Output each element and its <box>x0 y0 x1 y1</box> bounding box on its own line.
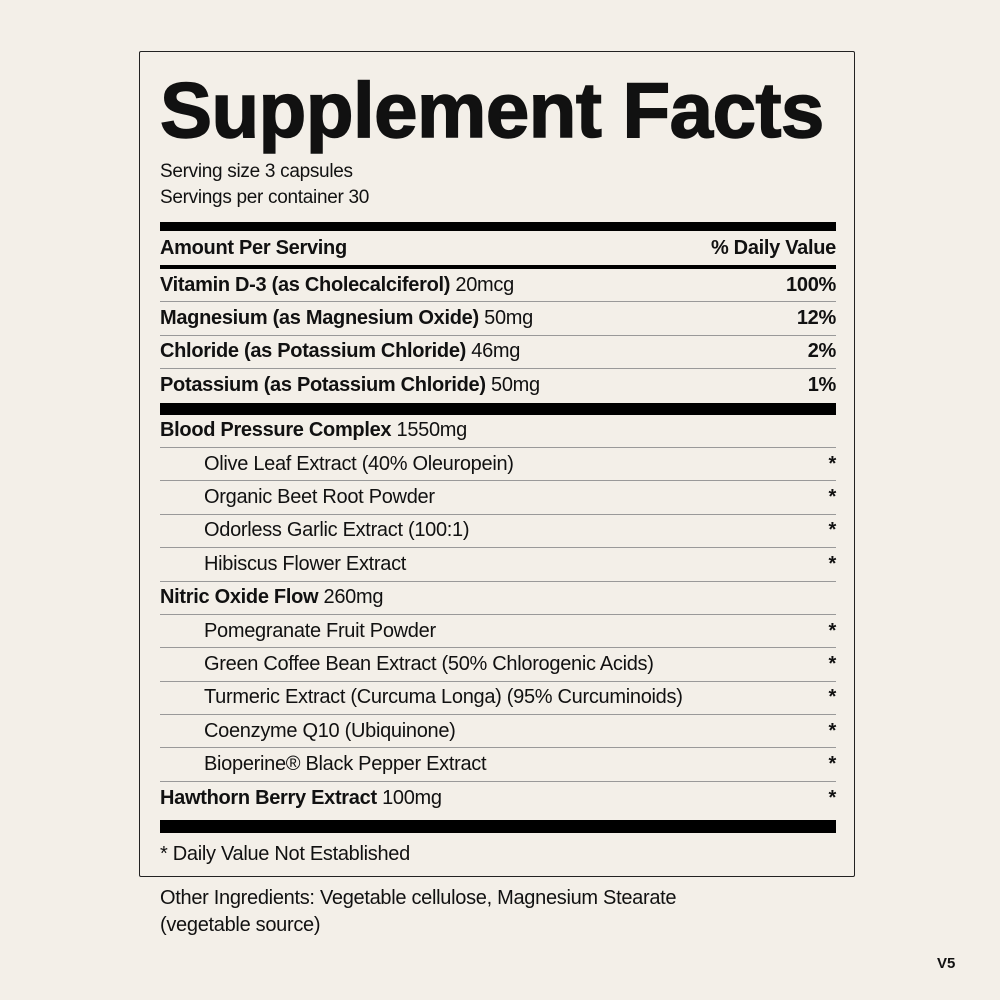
thick-divider <box>160 820 836 834</box>
blend-ingredient-row: Organic Beet Root Powder * <box>160 481 837 515</box>
daily-value-asterisk: * <box>828 519 837 542</box>
ingredient-name: Green Coffee Bean Extract (50% Chlorogen… <box>204 652 654 675</box>
version-label: V5 <box>937 955 956 972</box>
nutrient-row: Magnesium (as Magnesium Oxide) 50mg 12% <box>160 302 836 336</box>
other-ingredients-line: (vegetable source) <box>160 914 321 936</box>
serving-info: Serving size 3 capsules Servings per con… <box>160 159 836 211</box>
panel-title: Supplement Facts <box>159 66 825 154</box>
blend-amount: 1550mg <box>396 419 468 442</box>
nutrient-name: Chloride (as Potassium Chloride) <box>160 340 467 363</box>
daily-value-percent: 1% <box>807 374 837 397</box>
nutrient-row: Potassium (as Potassium Chloride) 50mg 1… <box>160 369 836 402</box>
blend-row: Nitric Oxide Flow 260mg <box>160 582 836 615</box>
ingredient-name: Hawthorn Berry Extract <box>160 787 377 810</box>
daily-value-asterisk: * <box>828 486 837 509</box>
ingredient-name: Olive Leaf Extract (40% Oleuropein) <box>204 452 514 475</box>
nutrient-amount: 46mg <box>471 340 521 363</box>
ingredient-row: Hawthorn Berry Extract 100mg * <box>160 782 836 815</box>
header-row: Amount Per Serving % Daily Value <box>160 231 836 269</box>
nutrient-name: Magnesium (as Magnesium Oxide) <box>160 307 479 330</box>
daily-value-asterisk: * <box>828 686 837 709</box>
ingredient-name: Turmeric Extract (Curcuma Longa) (95% Cu… <box>204 686 683 709</box>
blend-name: Nitric Oxide Flow <box>160 586 319 609</box>
amount-per-serving-label: Amount Per Serving <box>160 236 347 259</box>
nutrient-amount: 50mg <box>491 374 540 397</box>
blend-ingredient-row: Turmeric Extract (Curcuma Longa) (95% Cu… <box>160 682 837 716</box>
daily-value-asterisk: * <box>828 619 837 642</box>
blend-ingredient-row: Odorless Garlic Extract (100:1) * <box>160 515 837 549</box>
thick-divider <box>160 402 836 415</box>
blend-ingredient-row: Bioperine® Black Pepper Extract * <box>160 748 837 782</box>
supplement-facts-panel: Supplement Facts Serving size 3 capsules… <box>139 51 855 877</box>
serving-size: Serving size 3 capsules <box>160 161 353 182</box>
daily-value-percent: 100% <box>786 273 836 296</box>
thick-divider <box>160 222 836 231</box>
footnote: * Daily Value Not Established <box>160 843 410 866</box>
ingredient-name: Bioperine® Black Pepper Extract <box>204 753 487 776</box>
daily-value-asterisk: * <box>828 652 837 675</box>
daily-value-asterisk: * <box>828 719 837 742</box>
daily-value-percent: 2% <box>807 340 837 363</box>
ingredient-name: Pomegranate Fruit Powder <box>204 619 436 642</box>
ingredient-amount: 100mg <box>382 787 442 810</box>
nutrient-amount: 50mg <box>484 307 533 330</box>
blend-row: Blood Pressure Complex 1550mg <box>160 415 836 448</box>
ingredient-name: Hibiscus Flower Extract <box>204 552 407 575</box>
blend-ingredient-row: Pomegranate Fruit Powder * <box>160 615 837 649</box>
nutrient-row: Chloride (as Potassium Chloride) 46mg 2% <box>160 336 837 370</box>
blend-ingredient-row: Coenzyme Q10 (Ubiquinone) * <box>160 715 837 749</box>
nutrient-name: Vitamin D-3 (as Cholecalciferol) <box>160 273 451 296</box>
nutrient-name: Potassium (as Potassium Chloride) <box>160 374 486 397</box>
other-ingredients-line: Other Ingredients: Vegetable cellulose, … <box>160 887 677 909</box>
ingredient-name: Coenzyme Q10 (Ubiquinone) <box>204 719 456 742</box>
ingredient-name: Organic Beet Root Powder <box>204 486 435 509</box>
daily-value-asterisk: * <box>828 753 837 776</box>
daily-value-label: % Daily Value <box>710 236 836 259</box>
daily-value-percent: 12% <box>796 307 836 330</box>
servings-per-container: Servings per container 30 <box>160 187 370 208</box>
ingredient-name: Odorless Garlic Extract (100:1) <box>204 519 470 542</box>
nutrient-amount: 20mcg <box>455 273 514 296</box>
blend-ingredient-row: Green Coffee Bean Extract (50% Chlorogen… <box>160 648 837 682</box>
nutrient-row: Vitamin D-3 (as Cholecalciferol) 20mcg 1… <box>160 269 836 303</box>
other-ingredients: Other Ingredients: Vegetable cellulose, … <box>160 885 677 939</box>
daily-value-asterisk: * <box>828 787 837 810</box>
daily-value-asterisk: * <box>828 452 837 475</box>
blend-ingredient-row: Hibiscus Flower Extract * <box>160 548 837 582</box>
blend-ingredient-row: Olive Leaf Extract (40% Oleuropein) * <box>160 448 837 482</box>
blend-amount: 260mg <box>323 586 384 609</box>
blend-name: Blood Pressure Complex <box>160 419 392 442</box>
daily-value-asterisk: * <box>828 552 837 575</box>
